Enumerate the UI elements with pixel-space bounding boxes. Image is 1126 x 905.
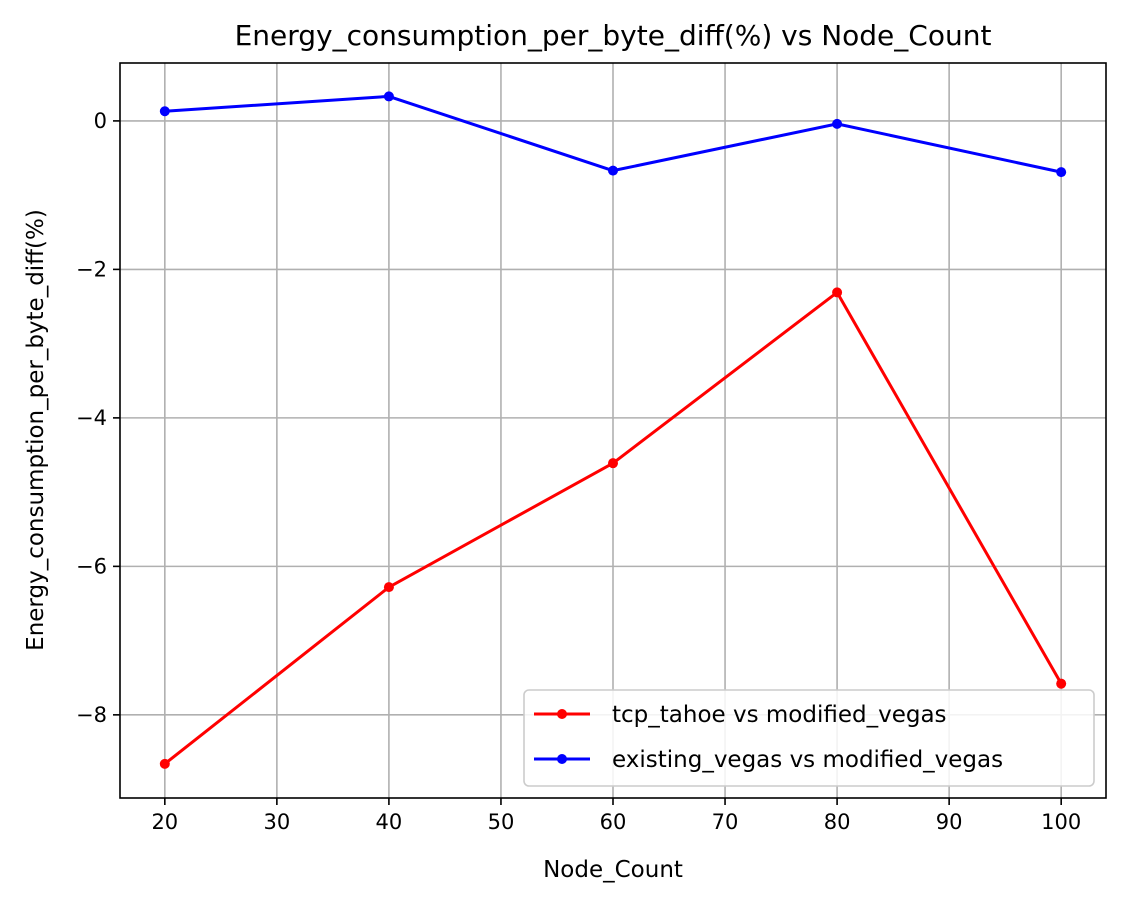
legend-marker: [557, 754, 567, 764]
x-tick-label: 90: [936, 810, 963, 834]
x-tick-label: 30: [263, 810, 290, 834]
legend-entry: existing_vegas vs modified_vegas: [534, 747, 1003, 773]
x-tick-label: 20: [151, 810, 178, 834]
data-point: [608, 458, 618, 469]
data-point: [383, 91, 394, 102]
data-point: [832, 287, 843, 298]
y-tick-label: −4: [76, 406, 107, 430]
x-axis-label: Node_Count: [543, 857, 683, 883]
legend-entry: tcp_tahoe vs modified_vegas: [534, 702, 947, 728]
x-tick-label: 70: [712, 810, 739, 834]
data-point: [1056, 167, 1067, 178]
chart-title: Energy_consumption_per_byte_diff(%) vs N…: [235, 19, 992, 52]
series-1: [159, 287, 1067, 769]
y-tick-label: 0: [94, 109, 107, 133]
data-point: [1056, 678, 1067, 689]
legend-label: tcp_tahoe vs modified_vegas: [612, 702, 947, 728]
legend: tcp_tahoe vs modified_vegas existing_vega…: [523, 689, 1095, 787]
legend-label: existing_vegas vs modified_vegas: [612, 747, 1003, 773]
y-tick-label: −2: [76, 257, 107, 281]
data-point: [608, 165, 618, 176]
x-tick-label: 40: [376, 810, 403, 834]
data-point: [832, 118, 843, 129]
x-tick-label: 60: [600, 810, 627, 834]
x-tick-label: 50: [488, 810, 515, 834]
legend-marker: [557, 709, 567, 719]
data-point: [159, 106, 170, 117]
x-tick-label: 80: [824, 810, 851, 834]
legend-box: [523, 689, 1095, 787]
data-point: [383, 582, 394, 593]
y-tick-label: −6: [76, 554, 107, 578]
axis-ticks: 20 30 40 50 60 70 80 90 100 0 −2 −4 −6 −8: [76, 109, 1081, 834]
x-tick-label: 100: [1041, 810, 1081, 834]
series-2: [159, 91, 1067, 178]
y-axis-label: Energy_consumption_per_byte_diff(%): [23, 209, 49, 651]
data-series: [159, 91, 1067, 769]
y-tick-label: −8: [76, 703, 107, 727]
data-point: [159, 758, 170, 769]
